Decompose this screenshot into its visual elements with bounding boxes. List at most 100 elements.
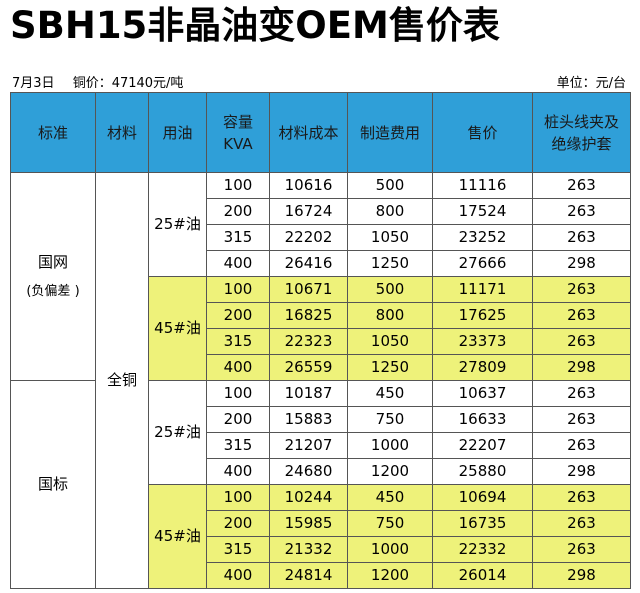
header-accessory-line1: 桩头线夹及 <box>543 112 619 131</box>
capacity-cell: 100 <box>206 276 270 303</box>
accessory-cell: 263 <box>532 328 631 355</box>
price-cell: 11116 <box>432 172 533 199</box>
material-cost-cell: 24680 <box>269 458 348 485</box>
material-cost-cell: 10187 <box>269 380 348 407</box>
manufacturing-fee-cell: 500 <box>347 276 433 303</box>
header-material-cost: 材料成本 <box>269 92 348 173</box>
table-row: 400 26416 1250 27666 298 <box>11 250 631 277</box>
table-row: 315 21207 1000 22207 263 <box>11 432 631 459</box>
price-cell: 22332 <box>432 536 533 563</box>
copper-price-label: 铜价：47140元/吨 <box>72 76 184 91</box>
table-row: 国标 25#油 100 10187 450 10637 263 <box>10 380 631 589</box>
table-row: 315 22202 1050 23252 263 <box>11 224 631 251</box>
accessory-cell: 263 <box>532 510 631 537</box>
accessory-cell: 263 <box>532 198 631 225</box>
header-capacity-line2: KVA <box>223 134 253 153</box>
accessory-cell: 263 <box>532 302 631 329</box>
price-cell: 23252 <box>432 224 533 251</box>
manufacturing-fee-cell: 1250 <box>347 250 433 277</box>
capacity-cell: 100 <box>206 484 270 511</box>
standard-guowang-line1: 国网 <box>37 252 68 271</box>
table-row: 400 24814 1200 26014 298 <box>11 562 631 589</box>
table-row: 200 16724 800 17524 263 <box>11 198 631 225</box>
accessory-cell: 298 <box>532 562 631 589</box>
price-cell: 16735 <box>432 510 533 537</box>
manufacturing-fee-cell: 750 <box>347 510 433 537</box>
price-cell: 26014 <box>432 562 533 589</box>
material-cost-cell: 21332 <box>269 536 348 563</box>
table-header-row: 标准 材料 用油 容量 KVA 材料成本 制造费用 售价 桩头线夹及 绝缘护套 <box>10 92 631 173</box>
date-label: 7月3日 <box>12 76 55 91</box>
table-row: 200 15985 750 16735 263 <box>11 510 631 537</box>
manufacturing-fee-cell: 1050 <box>347 328 433 355</box>
manufacturing-fee-cell: 1050 <box>347 224 433 251</box>
capacity-cell: 200 <box>206 198 270 225</box>
material-cost-cell: 26559 <box>269 354 348 381</box>
manufacturing-fee-cell: 750 <box>347 406 433 433</box>
page-title: SBH15非晶油变OEM售价表 <box>10 4 500 47</box>
price-cell: 25880 <box>432 458 533 485</box>
capacity-cell: 315 <box>206 224 270 251</box>
capacity-cell: 400 <box>206 250 270 277</box>
manufacturing-fee-cell: 1200 <box>347 458 433 485</box>
price-cell: 23373 <box>432 328 533 355</box>
price-cell: 10637 <box>432 380 533 407</box>
capacity-cell: 400 <box>206 458 270 485</box>
capacity-cell: 400 <box>206 354 270 381</box>
capacity-cell: 200 <box>206 406 270 433</box>
oil-25-cell: 25#油 <box>148 380 207 485</box>
header-accessory: 桩头线夹及 绝缘护套 <box>532 92 631 173</box>
price-cell: 27666 <box>432 250 533 277</box>
manufacturing-fee-cell: 800 <box>347 198 433 225</box>
oil-45-cell: 45#油 <box>148 484 207 589</box>
material-cost-cell: 10671 <box>269 276 348 303</box>
standard-guobiao-cell: 国标 <box>10 380 96 589</box>
table-row: 45#油 100 10244 450 10694 263 <box>11 484 631 589</box>
capacity-cell: 315 <box>206 432 270 459</box>
accessory-cell: 263 <box>532 406 631 433</box>
accessory-cell: 263 <box>532 536 631 563</box>
manufacturing-fee-cell: 500 <box>347 172 433 199</box>
header-standard: 标准 <box>10 92 96 173</box>
material-cost-cell: 16825 <box>269 302 348 329</box>
material-cost-cell: 24814 <box>269 562 348 589</box>
oil-25-cell: 25#油 <box>148 172 207 277</box>
price-table: 标准 材料 用油 容量 KVA 材料成本 制造费用 售价 桩头线夹及 绝缘护套 … <box>10 92 631 589</box>
accessory-cell: 298 <box>532 250 631 277</box>
price-cell: 17524 <box>432 198 533 225</box>
table-row: 400 26559 1250 27809 298 <box>11 354 631 381</box>
price-cell: 27809 <box>432 354 533 381</box>
accessory-cell: 263 <box>532 276 631 303</box>
capacity-cell: 100 <box>206 380 270 407</box>
table-row: 45#油 100 10671 500 11171 263 <box>11 276 631 381</box>
table-row: 200 15883 750 16633 263 <box>11 406 631 433</box>
standard-guowang-line2: (负偏差 ) <box>26 283 80 299</box>
manufacturing-fee-cell: 1000 <box>347 536 433 563</box>
table-row: 国网 (负偏差 ) 全铜 25#油 100 10616 500 11116 263 <box>10 172 631 589</box>
capacity-cell: 400 <box>206 562 270 589</box>
header-capacity: 容量 KVA <box>206 92 270 173</box>
header-capacity-line1: 容量 <box>222 112 253 131</box>
manufacturing-fee-cell: 800 <box>347 302 433 329</box>
accessory-cell: 298 <box>532 458 631 485</box>
capacity-cell: 200 <box>206 510 270 537</box>
material-cost-cell: 21207 <box>269 432 348 459</box>
info-bar: 7月3日 铜价：47140元/吨 <box>12 72 183 91</box>
price-cell: 17625 <box>432 302 533 329</box>
material-cell: 全铜 <box>95 172 149 589</box>
oil-45-cell: 45#油 <box>148 276 207 381</box>
manufacturing-fee-cell: 1250 <box>347 354 433 381</box>
unit-label: 单位：元/台 <box>556 76 626 91</box>
price-cell: 11171 <box>432 276 533 303</box>
manufacturing-fee-cell: 450 <box>347 380 433 407</box>
capacity-cell: 315 <box>206 536 270 563</box>
accessory-cell: 263 <box>532 224 631 251</box>
manufacturing-fee-cell: 1000 <box>347 432 433 459</box>
capacity-cell: 200 <box>206 302 270 329</box>
accessory-cell: 263 <box>532 380 631 407</box>
capacity-cell: 315 <box>206 328 270 355</box>
header-manufacturing-fee: 制造费用 <box>347 92 433 173</box>
material-cost-cell: 10616 <box>269 172 348 199</box>
table-row: 315 22323 1050 23373 263 <box>11 328 631 355</box>
capacity-cell: 100 <box>206 172 270 199</box>
